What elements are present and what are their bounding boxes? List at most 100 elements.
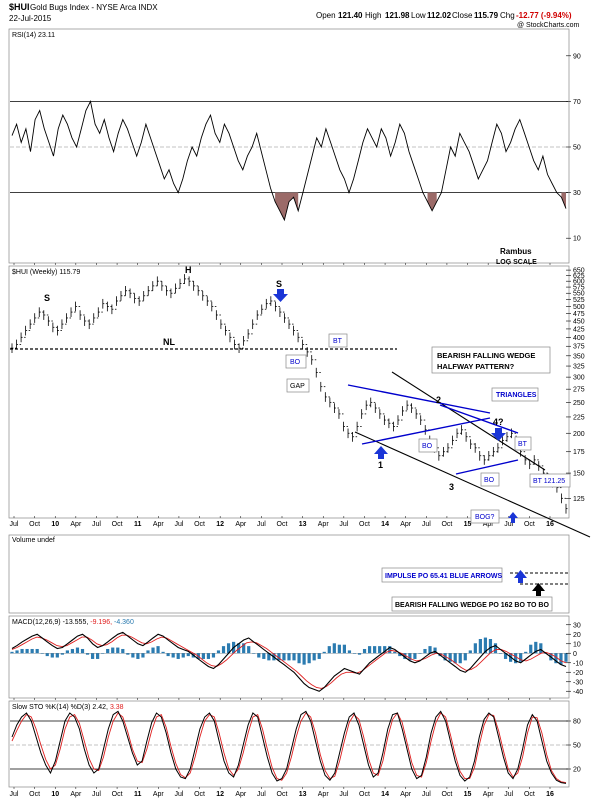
macd-hist-bar <box>337 644 341 654</box>
date: 22-Jul-2015 <box>9 14 52 23</box>
price-annotations: S H S NL BO BT GAP BEARISH FALLING WEDGE… <box>10 247 591 538</box>
svg-text:BEARISH FALLING WEDGE PO 162 B: BEARISH FALLING WEDGE PO 162 BO TO BO <box>395 602 549 609</box>
svg-text:GAP: GAP <box>290 383 305 390</box>
x-tick-label: Oct <box>112 791 123 798</box>
macd-hist-bar <box>40 653 44 654</box>
x-tick-label: Apr <box>235 791 247 798</box>
macd-hist-bar <box>277 653 281 661</box>
sto-d-line <box>11 712 567 784</box>
price-ytick-625-label: 625 <box>573 273 585 280</box>
macd-hist-bar <box>216 650 221 654</box>
x-tick-label: 10 <box>51 791 59 798</box>
macd-hist-bar <box>418 653 422 654</box>
macd-label-value: -13.555, <box>63 619 89 626</box>
macd-hist-bar <box>312 653 316 661</box>
sto-ytick-20-label: 20 <box>573 767 581 774</box>
high-label: High <box>365 11 381 20</box>
macd-hist-bar <box>302 653 306 665</box>
macd-hist-bar <box>498 653 503 654</box>
macd-hist-bar <box>463 653 467 661</box>
x-tick-label: Oct <box>441 521 452 528</box>
x-tick-label: Oct <box>524 521 535 528</box>
volume-label: Volume undef <box>12 537 55 544</box>
macd-ytick-20-label: 20 <box>573 632 581 639</box>
macd-hist-bar <box>307 653 311 664</box>
macd-hist-bar <box>362 648 367 654</box>
price-ytick-500-label: 500 <box>573 304 585 311</box>
x-tick-label: Jul <box>10 791 19 798</box>
x-tick-label: Jul <box>10 521 19 528</box>
close-value: 115.79 <box>474 11 499 20</box>
macd-hist-bar <box>478 639 482 654</box>
macd-ytick--20-label: -20 <box>573 670 583 677</box>
macd-hist-bar <box>55 653 59 658</box>
macd-hist-bar <box>131 653 135 658</box>
x-tick-label: Apr <box>318 791 330 798</box>
macd-hist-bar <box>483 637 488 654</box>
macd-hist-bar <box>453 653 457 664</box>
x-tick-label: Jul <box>174 791 183 798</box>
macd-hist-bar <box>403 653 407 659</box>
macd-hist-bar <box>237 643 241 654</box>
x-tick-label: Oct <box>277 791 288 798</box>
panel-frames <box>8 28 570 788</box>
price-ytick-200-label: 200 <box>573 431 585 438</box>
rsi-ytick-90-label: 90 <box>573 53 581 60</box>
macd-hist-bar <box>378 646 382 654</box>
x-tick-label: Jul <box>339 521 348 528</box>
x-tick-label: Jul <box>92 521 101 528</box>
svg-text:BO: BO <box>484 477 495 484</box>
x-tick-label: Oct <box>29 791 40 798</box>
x-tick-label: 11 <box>134 791 142 798</box>
gap-box: GAP <box>286 378 310 393</box>
macd-hist-bar <box>292 653 296 661</box>
macd-hist-bar <box>423 648 427 654</box>
macd-ytick-30-label: 30 <box>573 622 581 629</box>
bt-box-2: BT <box>514 436 532 451</box>
macd-hist-bar <box>151 647 155 654</box>
rsi-line <box>11 100 567 222</box>
triangles-box: TRIANGLES <box>491 387 539 402</box>
macd-hist-bar <box>80 648 85 654</box>
bo-box-3: BO <box>480 472 500 487</box>
price-ytick-250-label: 250 <box>573 400 585 407</box>
macd-hist-bar <box>10 651 14 654</box>
bt-box-1: BT <box>328 333 348 348</box>
wedge-po-box: BEARISH FALLING WEDGE PO 162 BO TO BO <box>391 596 553 612</box>
macd-hist-bar <box>347 650 352 654</box>
high-value: 121.98 <box>385 11 410 20</box>
chg-label: Chg <box>500 11 515 20</box>
macd-ytick-0-label: 0 <box>573 651 577 658</box>
volume-annotations: IMPULSE PO 65.41 BLUE ARROWS BEARISH FAL… <box>381 567 569 612</box>
price-ytick-400-label: 400 <box>573 335 585 342</box>
rsi-ytick-30-label: 30 <box>573 190 581 197</box>
macd-hist-bar <box>488 639 493 654</box>
x-tick-label: Oct <box>359 791 370 798</box>
macd-hist-bar <box>287 653 291 661</box>
macd-hist-bar <box>176 653 180 659</box>
svg-text:BOG?: BOG? <box>475 514 495 521</box>
rsi-ytick-10-label: 10 <box>573 236 581 243</box>
macd-hist-bar <box>367 646 372 654</box>
chg-value: -12.77 (-9.94%) <box>516 11 572 20</box>
macd-hist-bar <box>201 653 205 659</box>
x-tick-label: Oct <box>441 791 452 798</box>
price-ytick-125-label: 125 <box>573 496 585 503</box>
wedge-upper-line <box>391 371 546 471</box>
macd-hist-bar <box>25 648 29 654</box>
rsi-ytick-50-label: 50 <box>573 145 581 152</box>
macd-label-signal: -9.196, <box>90 619 112 626</box>
macd-hist-bar <box>282 653 286 661</box>
macd-hist-bar <box>539 643 543 654</box>
x-tick-label: Jul <box>504 521 513 528</box>
macd-hist-bar <box>519 653 523 662</box>
x-tick-label: 14 <box>381 521 389 528</box>
macd-hist-bar <box>226 643 231 654</box>
x-tick-label: Jul <box>422 791 431 798</box>
bt-121-box: BT 121.25 <box>529 473 571 488</box>
brand: @ StockCharts.com <box>517 22 580 29</box>
low-label: Low <box>411 11 426 20</box>
macd-hist-bar <box>206 653 211 659</box>
macd-hist-bar <box>413 653 417 659</box>
